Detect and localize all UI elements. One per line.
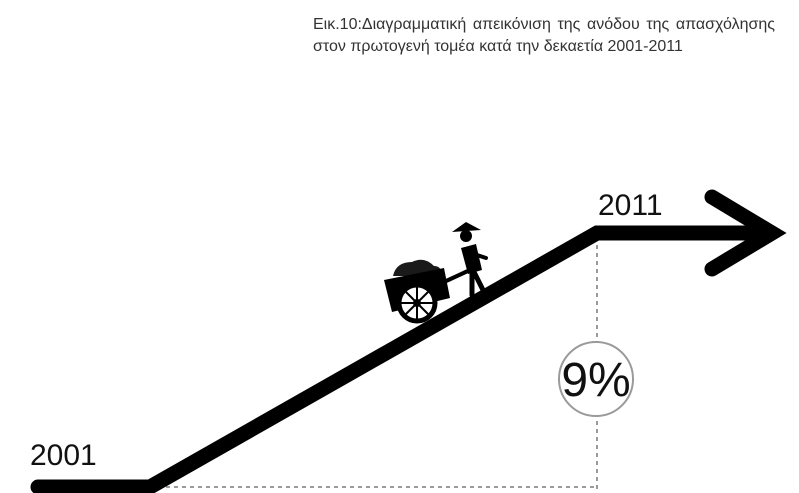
arrow-head-icon [704,189,787,277]
growth-arrow-line [30,225,778,493]
end-year-label: 2011 [598,189,663,222]
start-year-label: 2001 [30,439,97,472]
figure-caption: Εικ.10:Διαγραμματική απεικόνιση της ανόδ… [313,16,775,55]
percentage-label: 9% [561,354,630,407]
percentage-circle [558,341,634,417]
farmer-wheelbarrow-icon [384,222,488,324]
